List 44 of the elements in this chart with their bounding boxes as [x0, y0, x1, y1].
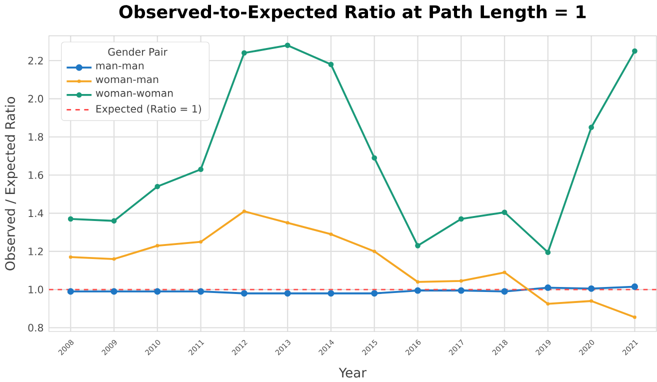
point [502, 209, 508, 215]
y-tick-label: 1.4 [28, 209, 44, 217]
point [544, 284, 552, 291]
y-tick-label: 1.8 [28, 132, 44, 141]
point [284, 42, 290, 48]
point [67, 288, 74, 295]
y-tick-label: 1.0 [28, 286, 44, 294]
legend-title: Gender Pair [108, 48, 168, 56]
point [110, 288, 118, 295]
legend-label: man-man [96, 63, 144, 70]
chart-title: Observed-to-Expected Ratio at Path Length = 1 [119, 4, 586, 22]
legend-label: woman-man [96, 77, 158, 83]
point [501, 288, 508, 295]
point [458, 287, 464, 294]
point [328, 290, 334, 296]
point [414, 287, 422, 294]
y-tick-label: 2.2 [28, 56, 43, 64]
point [588, 124, 594, 130]
point [372, 155, 378, 160]
point [68, 216, 74, 222]
point [545, 249, 551, 255]
point [198, 166, 204, 172]
y-axis-title: Observed / Expected Ratio [4, 96, 18, 270]
y-tick-label: 2.0 [28, 94, 44, 102]
point [111, 218, 117, 224]
y-tick-label: 0.8 [28, 324, 44, 332]
point [371, 290, 378, 296]
point [154, 184, 160, 190]
y-tick-label: 1.6 [28, 171, 44, 179]
legend-label: Expected (Ratio = 1) [96, 104, 202, 114]
point [240, 290, 248, 296]
point [631, 283, 638, 290]
legend-label: woman-woman [96, 90, 173, 97]
point [198, 288, 204, 295]
point [588, 285, 595, 292]
point [241, 50, 247, 56]
point [415, 242, 420, 248]
x-axis-title: Year [338, 368, 367, 378]
point [328, 62, 334, 67]
point [458, 216, 464, 222]
y-tick-label: 1.2 [28, 247, 43, 255]
point [284, 290, 291, 296]
point [632, 48, 638, 54]
point [154, 288, 161, 295]
